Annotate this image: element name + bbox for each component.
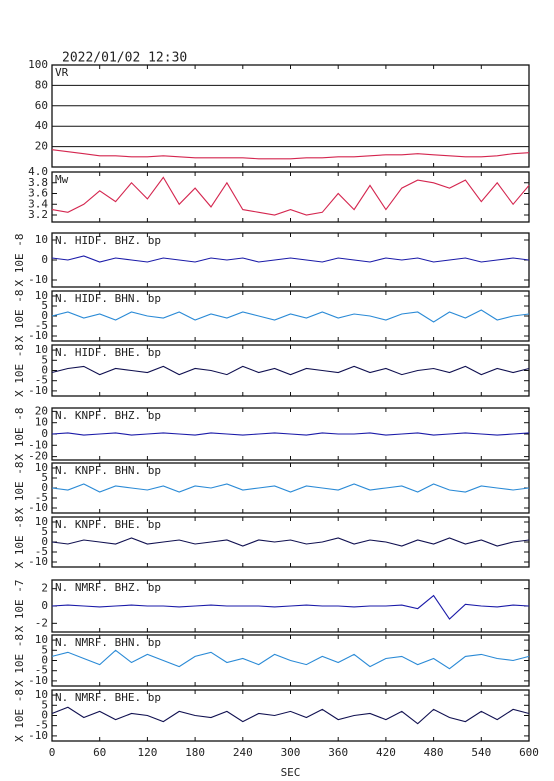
y-tick-label: 5 — [41, 643, 48, 656]
y-tick-label: 10 — [35, 688, 48, 701]
x-tick-label: 360 — [328, 746, 348, 759]
y-tick-label: 20 — [35, 404, 48, 417]
y-tick-label: 10 — [35, 289, 48, 302]
y-axis-label: X 10E -8 — [13, 290, 26, 343]
y-tick-label: -10 — [28, 438, 48, 451]
x-tick-label: 120 — [137, 746, 157, 759]
panel-label: N. HIDF. BHN. bp — [55, 292, 161, 305]
y-tick-label: -5 — [35, 491, 48, 504]
y-tick-label: 5 — [41, 525, 48, 538]
y-tick-label: -10 — [28, 501, 48, 514]
panel-label: N. HIDF. BHZ. bp — [55, 234, 161, 247]
panel-label: N. NMRF. BHN. bp — [55, 636, 161, 649]
y-tick-label: 0 — [41, 253, 48, 266]
y-tick-label: 3.8 — [28, 176, 48, 189]
data-line — [51, 537, 530, 547]
x-tick-label: 480 — [424, 746, 444, 759]
y-tick-label: 0 — [41, 309, 48, 322]
y-tick-label: 10 — [35, 633, 48, 646]
data-line — [51, 706, 530, 725]
y-tick-label: 20 — [35, 140, 48, 153]
y-tick-label: -10 — [28, 384, 48, 397]
x-tick-label: 600 — [519, 746, 539, 759]
y-tick-label: 60 — [35, 99, 48, 112]
data-line — [51, 649, 530, 670]
x-tick-label: 240 — [233, 746, 253, 759]
y-tick-label: -10 — [28, 555, 48, 568]
y-axis-label: X 10E -7 — [13, 580, 26, 633]
y-tick-label: 80 — [35, 78, 48, 91]
y-axis-label: X 10E -8 — [13, 344, 26, 397]
data-line — [51, 483, 530, 493]
y-tick-label: -5 — [35, 319, 48, 332]
y-tick-label: 4.0 — [28, 165, 48, 178]
x-tick-label: 0 — [49, 746, 56, 759]
y-tick-label: 10 — [35, 233, 48, 246]
y-tick-label: 3.4 — [28, 197, 48, 210]
y-tick-label: 3.2 — [28, 208, 48, 221]
y-axis-label: X 10E -8 — [13, 689, 26, 742]
y-tick-label: 0 — [41, 427, 48, 440]
y-tick-label: 0 — [41, 481, 48, 494]
y-tick-label: -10 — [28, 329, 48, 342]
y-axis-label: X 10E -8 — [13, 634, 26, 687]
data-line — [51, 149, 530, 160]
data-line — [51, 176, 530, 216]
y-tick-label: -10 — [28, 674, 48, 687]
y-tick-label: 5 — [41, 471, 48, 484]
data-line — [51, 594, 530, 620]
y-tick-label: 0 — [41, 654, 48, 667]
y-tick-label: 5 — [41, 299, 48, 312]
y-tick-label: 3.6 — [28, 187, 48, 200]
y-tick-label: -5 — [35, 664, 48, 677]
data-line — [51, 309, 530, 323]
y-tick-label: -20 — [28, 450, 48, 463]
y-tick-label: -5 — [35, 374, 48, 387]
y-tick-label: 0 — [41, 709, 48, 722]
panel-label: N. NMRF. BHE. bp — [55, 691, 161, 704]
panel-label: N. KNPF. BHZ. bp — [55, 409, 161, 422]
panel-label: Mw — [55, 173, 69, 186]
y-axis-label: X 10E -8 — [13, 234, 26, 287]
y-tick-label: 10 — [35, 461, 48, 474]
y-tick-label: 5 — [41, 698, 48, 711]
y-axis-label: X 10E -8 — [13, 462, 26, 515]
y-tick-label: 0 — [41, 364, 48, 377]
panel-label: VR — [55, 66, 69, 79]
x-tick-label: 420 — [376, 746, 396, 759]
panel-frame — [51, 64, 530, 168]
y-tick-label: 10 — [35, 343, 48, 356]
panel-frame — [51, 171, 530, 223]
y-tick-label: -10 — [28, 273, 48, 286]
panel-label: N. KNPF. BHE. bp — [55, 518, 161, 531]
y-tick-label: 40 — [35, 119, 48, 132]
y-axis-label: X 10E -8 — [13, 408, 26, 461]
data-line — [51, 255, 530, 263]
y-axis-label: X 10E -8 — [13, 516, 26, 569]
y-tick-label: 10 — [35, 515, 48, 528]
panel-label: N. NMRF. BHZ. bp — [55, 581, 161, 594]
data-line — [51, 432, 530, 436]
panel-label: N. KNPF. BHN. bp — [55, 464, 161, 477]
y-tick-label: 0 — [41, 535, 48, 548]
data-line — [51, 365, 530, 376]
chart-title: 2022/01/02 12:30 — [62, 51, 187, 66]
y-tick-label: -2 — [35, 616, 48, 629]
y-tick-label: 0 — [41, 599, 48, 612]
y-tick-label: -10 — [28, 729, 48, 742]
x-tick-label: 180 — [185, 746, 205, 759]
x-tick-label: 540 — [471, 746, 491, 759]
y-tick-label: -5 — [35, 545, 48, 558]
y-tick-label: 5 — [41, 353, 48, 366]
y-tick-label: 100 — [28, 58, 48, 71]
y-tick-label: 2 — [41, 582, 48, 595]
x-axis-label: SEC — [281, 766, 301, 779]
y-tick-label: 10 — [35, 416, 48, 429]
panel-label: N. HIDF. BHE. bp — [55, 346, 161, 359]
x-tick-label: 300 — [281, 746, 301, 759]
y-tick-label: -5 — [35, 719, 48, 732]
x-tick-label: 60 — [93, 746, 106, 759]
